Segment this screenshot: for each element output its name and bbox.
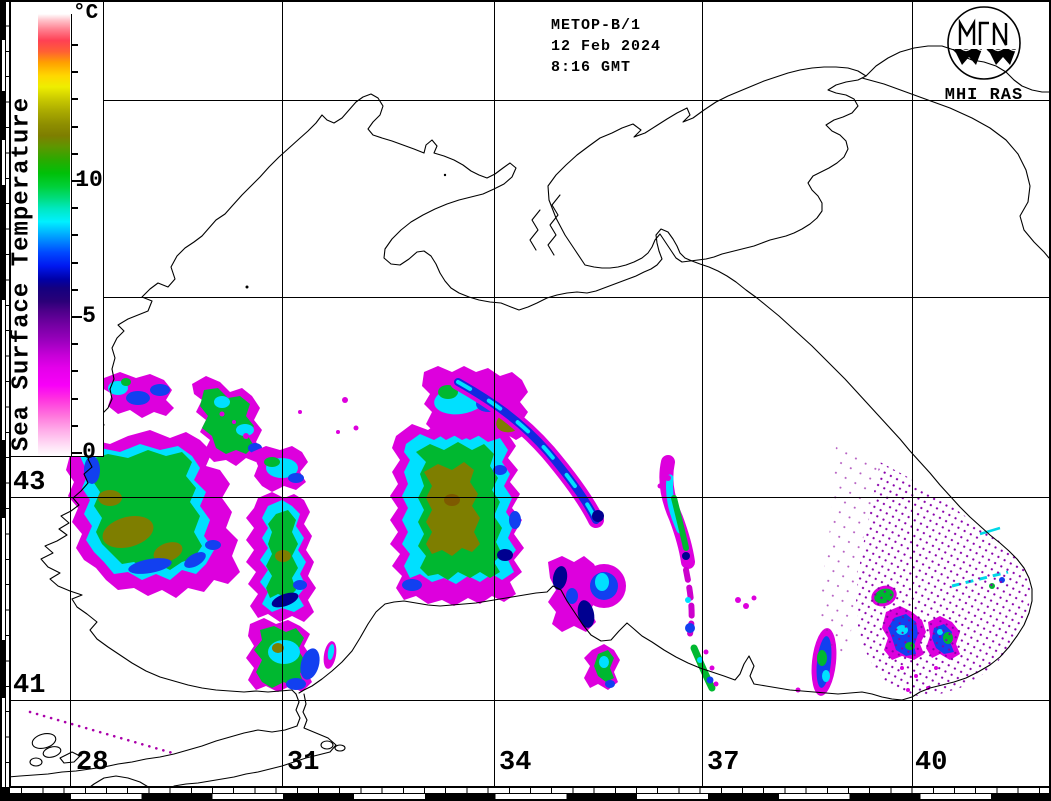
colorbar-title: Sea Surface Temperature <box>8 96 36 452</box>
latitude-ruler <box>0 0 10 801</box>
lat-label-41: 41 <box>13 671 46 701</box>
colorbar-unit: °C <box>73 2 99 25</box>
ruler-corner <box>0 787 10 801</box>
colorbar-label-10: 10 <box>75 167 103 193</box>
colorbar-label-0: 0 <box>82 439 96 465</box>
stipple-region <box>820 446 1032 696</box>
lon-label-28: 28 <box>76 748 109 778</box>
colorbar-legend: Sea Surface Temperature 10 5 0 °C <box>8 2 104 465</box>
latitude-ruler-ticks <box>5 0 10 801</box>
lat-label-43: 43 <box>13 468 46 498</box>
latitude-ruler-bars <box>0 0 5 801</box>
acquisition-date: 12 Feb 2024 <box>551 38 662 55</box>
longitude-ruler-bars <box>0 794 1051 801</box>
lon-label-40: 40 <box>915 748 948 778</box>
mhi-ras-emblem-icon <box>947 6 1021 80</box>
colorbar-label-5: 5 <box>82 303 96 329</box>
sst-colorbar-gradient <box>38 14 70 456</box>
lon-label-37: 37 <box>707 748 740 778</box>
satellite-name: METOP-B/1 <box>551 17 642 34</box>
acquisition-time: 8:16 GMT <box>551 59 632 76</box>
satellite-annotation: METOP-B/1 12 Feb 2024 8:16 GMT <box>551 15 661 78</box>
longitude-ruler-ticks <box>0 787 1051 794</box>
lon-label-31: 31 <box>287 748 320 778</box>
tick-5 <box>71 316 82 318</box>
tick-0 <box>71 452 82 454</box>
lon-label-34: 34 <box>499 748 532 778</box>
mhi-ras-logo: MHI RAS <box>936 3 1032 105</box>
mhi-ras-label: MHI RAS <box>944 86 1024 105</box>
tick-10 <box>71 180 82 182</box>
